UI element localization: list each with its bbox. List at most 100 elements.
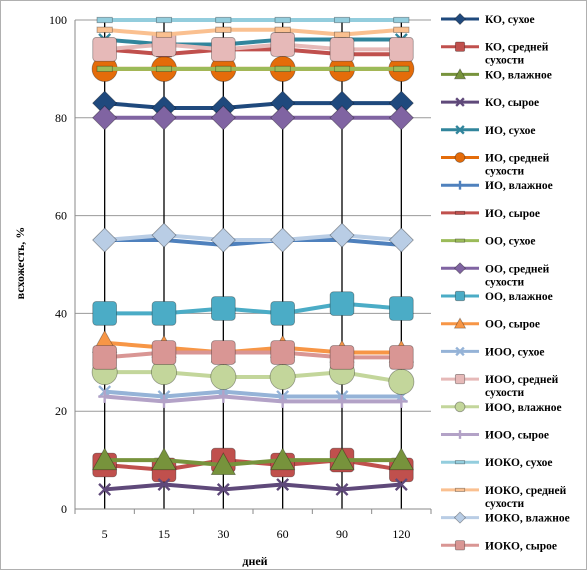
legend-marker (454, 238, 466, 243)
x-tick-label: 30 (217, 527, 229, 541)
legend-item: ИОКО, влажное (441, 511, 570, 525)
legend-item: КО, влажное (441, 68, 552, 81)
data-point (98, 390, 112, 403)
data-point (96, 65, 113, 72)
data-point (333, 16, 351, 24)
legend-item: ОО, сырое (441, 317, 540, 331)
data-point (98, 482, 112, 496)
legend-marker (454, 152, 466, 163)
data-point (274, 26, 291, 33)
legend-marker (453, 511, 467, 524)
series-line (104, 238, 402, 247)
data-point (274, 16, 291, 24)
data-point (91, 447, 118, 471)
data-point (394, 395, 408, 408)
data-point (329, 105, 355, 131)
data-point (92, 301, 117, 326)
data-point (155, 16, 173, 24)
legend-marker (454, 210, 466, 215)
data-point (329, 447, 355, 471)
data-point (92, 105, 118, 131)
data-point (210, 363, 237, 390)
data-point (211, 296, 236, 321)
data-point (210, 227, 236, 253)
legend-label: КО, сухое (485, 14, 535, 26)
y-tick-label: 80 (55, 111, 67, 125)
axes: 0 20 40 60 80 100 5 15 30 60 90 120 (49, 13, 432, 541)
series-lines (91, 16, 415, 496)
series-line (104, 394, 402, 404)
legend-label: ИОКО, влажное (485, 513, 570, 525)
data-point (211, 340, 236, 365)
data-point (270, 227, 296, 253)
data-point (211, 37, 236, 62)
data-point (270, 32, 295, 57)
series-14 (92, 32, 414, 62)
legend-item: КО, сырое (441, 97, 539, 109)
legend-item: КО, сухое (441, 12, 535, 26)
series-9 (96, 65, 410, 72)
x-axis-title: дней (242, 554, 267, 568)
legend-marker (454, 460, 466, 465)
data-point (151, 301, 177, 326)
legend-item: ОО, влажное (441, 290, 553, 303)
legend-item: ИО, сухое (441, 125, 536, 137)
data-point (394, 478, 408, 491)
legend-item: ИОО, средней сухости (441, 374, 559, 399)
data-point (92, 37, 117, 62)
data-point (215, 26, 232, 33)
data-point (155, 65, 173, 72)
data-point (270, 301, 295, 326)
y-tick-label: 60 (55, 209, 67, 223)
legend-marker (454, 374, 466, 385)
legend-marker (453, 317, 467, 329)
legend-marker (455, 180, 465, 190)
series-line (104, 482, 402, 492)
data-point (276, 395, 290, 408)
legend-marker (455, 346, 465, 357)
legend-label: КО, средней сухости (485, 42, 549, 67)
data-point (335, 482, 349, 496)
data-point (215, 16, 232, 24)
legend-label: КО, влажное (485, 69, 552, 81)
series-19 (92, 222, 414, 253)
legend-item: КО, средней сухости (441, 41, 549, 67)
data-point (333, 65, 351, 72)
x-tick-label: 90 (336, 527, 348, 541)
data-point (335, 395, 349, 408)
y-tick-label: 0 (61, 502, 67, 516)
series-18 (96, 26, 410, 38)
legend-item: ИО, средней сухости (441, 152, 550, 178)
legend-label: ОО, сырое (485, 319, 540, 331)
x-tick-label: 5 (102, 527, 108, 541)
data-point (393, 65, 410, 72)
data-point (151, 222, 177, 248)
legend-label: ИО, влажное (485, 180, 553, 192)
legend-label: ОО, влажное (485, 291, 553, 303)
y-tick-label: 40 (55, 306, 67, 320)
legend-marker (454, 401, 466, 413)
legend-label: ОО, средней сухости (485, 263, 550, 288)
data-point (389, 345, 414, 370)
data-point (155, 31, 173, 38)
y-tick-label: 20 (55, 404, 67, 418)
y-tick-label: 100 (49, 13, 67, 27)
legend-marker (454, 41, 466, 52)
series-1 (92, 90, 414, 121)
series-11 (92, 291, 414, 326)
data-point (210, 452, 237, 475)
data-point (92, 345, 117, 370)
legend-label: ИОКО, сухое (485, 457, 553, 469)
legend-label: ИОО, средней сухости (485, 374, 559, 399)
legend-label: ИО, средней сухости (485, 153, 550, 178)
data-point (270, 105, 296, 131)
data-point (151, 447, 177, 471)
data-point (269, 363, 296, 390)
legend-marker (454, 290, 466, 302)
data-point (388, 368, 415, 395)
data-point (388, 447, 415, 471)
legend-item: ИОКО, средней сухости (441, 485, 567, 510)
series-17 (96, 16, 410, 24)
data-point (216, 390, 230, 403)
